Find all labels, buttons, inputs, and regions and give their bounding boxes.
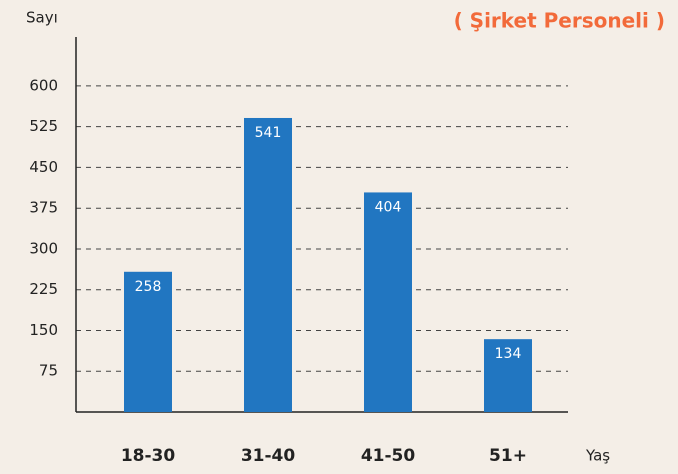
y-tick-label: 525 <box>29 117 58 135</box>
y-tick-label: 225 <box>29 280 58 298</box>
bar <box>364 192 412 412</box>
value-label: 258 <box>135 279 162 295</box>
value-label: 404 <box>375 199 402 215</box>
value-label: 134 <box>495 346 522 362</box>
chart-title: ( Şirket Personeli ) <box>454 9 665 33</box>
x-tick-label: 51+ <box>489 446 527 466</box>
x-tick-label: 31-40 <box>241 446 296 466</box>
x-tick-label: 18-30 <box>121 446 176 466</box>
y-tick-label: 450 <box>29 158 58 176</box>
value-label: 541 <box>255 125 282 141</box>
y-tick-label: 300 <box>29 239 58 257</box>
y-tick-label: 375 <box>29 199 58 217</box>
y-tick-label: 600 <box>29 76 58 94</box>
bar <box>244 117 292 412</box>
y-tick-label: 75 <box>39 362 58 380</box>
bar <box>124 271 172 412</box>
x-tick-label: 41-50 <box>361 446 416 466</box>
bar <box>484 339 532 412</box>
x-axis-label: Yaş <box>585 447 610 465</box>
y-tick-label: 150 <box>29 321 58 339</box>
y-axis-label: Sayı <box>26 9 58 27</box>
